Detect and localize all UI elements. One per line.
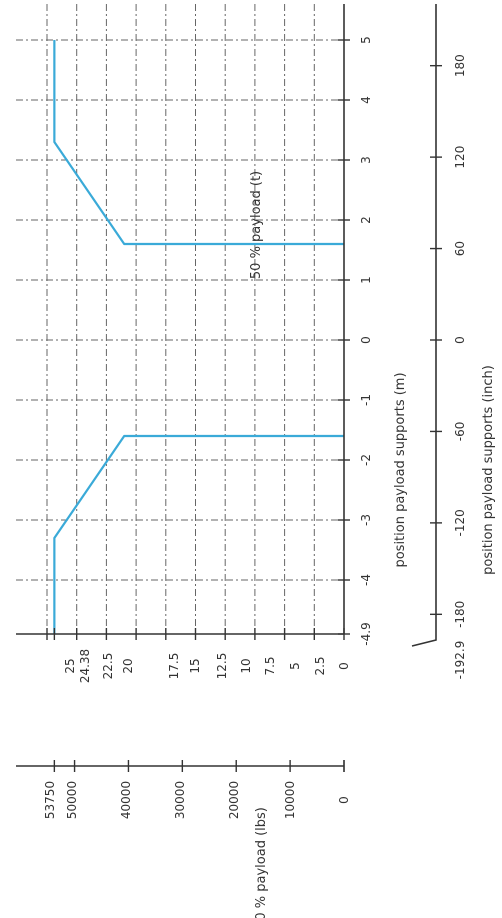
x-tick-label: 0 [359, 336, 373, 344]
secondary-x-axis-line [411, 4, 437, 647]
x-tick-label: -4 [359, 574, 373, 586]
axes [16, 4, 442, 772]
secondary-x-tick-label: -192.9 [453, 641, 467, 680]
x-tick-label: -1 [359, 394, 373, 406]
secondary-y-tick-label: 0 [337, 796, 351, 804]
y-tick-label: 20 [121, 658, 135, 673]
x-tick-label: 2 [359, 216, 373, 224]
secondary-y-tick-label: 53750 [43, 781, 57, 819]
series-line [53, 40, 344, 246]
x-tick-label: 3 [359, 156, 373, 164]
secondary-y-tick-label: 30000 [173, 781, 187, 819]
x-axis-label: position payload supports (m) [393, 372, 408, 567]
secondary-x-tick-label: 120 [453, 146, 467, 169]
x-tick-label: 1 [359, 276, 373, 284]
y-tick-label: 12.5 [215, 653, 229, 680]
x-tick-label: -2 [359, 454, 373, 466]
secondary-y-tick-label: 50000 [65, 781, 79, 819]
x-tick-label: -3 [359, 514, 373, 526]
y-tick-label: 25 [63, 658, 77, 673]
secondary-y-tick-label: 20000 [227, 781, 241, 819]
secondary-x-tick-label: 0 [453, 336, 467, 344]
secondary-y-axis-label: 50 % payload (lbs) [254, 807, 269, 918]
secondary-x-tick-label: 180 [453, 54, 467, 77]
secondary-x-tick-label: 60 [453, 241, 467, 256]
x-tick-label: 4 [359, 96, 373, 104]
y-tick-label: 22.5 [101, 653, 115, 680]
y-tick-label: 15 [188, 658, 202, 673]
y-tick-label: 2.5 [313, 656, 327, 675]
secondary-x-tick-label: -180 [453, 601, 467, 628]
series-lines [53, 40, 344, 634]
y-tick-label: 24.38 [78, 649, 92, 683]
secondary-x-tick-label: -120 [453, 509, 467, 536]
y-axis-label: 50 % payload (t) [249, 171, 264, 279]
y-tick-label: 7.5 [263, 656, 277, 675]
grid-lines [16, 4, 344, 634]
x-tick-label: 5 [359, 36, 373, 44]
tick-labels: -4.9 -4 -3 -2 -1 0 1 2 3 4 5 0 2.5 5 7.5 10 12.5 15 17.5 20… [43, 36, 467, 819]
y-tick-label: 0 [337, 662, 351, 670]
secondary-y-tick-label: 40000 [119, 781, 133, 819]
series-line [53, 434, 344, 634]
y-tick-label: 10 [239, 658, 253, 673]
secondary-y-tick-label: 10000 [283, 781, 297, 819]
secondary-x-axis-label: position payload supports (inch) [481, 365, 496, 575]
y-tick-label: 17.5 [167, 653, 181, 680]
x-tick-label: -4.9 [359, 622, 373, 645]
y-tick-label: 5 [288, 662, 302, 670]
secondary-x-tick-label: -60 [453, 422, 467, 442]
